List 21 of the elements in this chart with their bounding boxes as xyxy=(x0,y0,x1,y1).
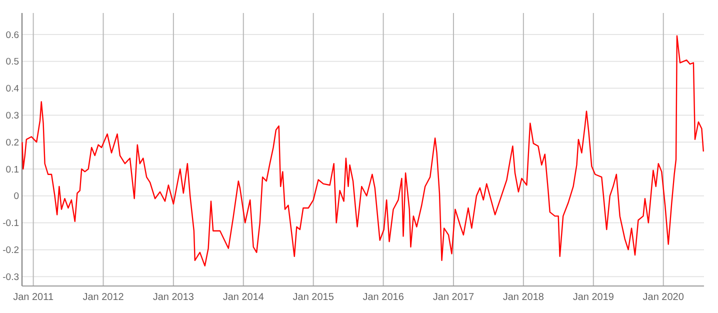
y-tick-label: 0.2 xyxy=(6,137,19,148)
y-tick-label: 0.4 xyxy=(6,84,19,95)
x-tick-label: Jan 2015 xyxy=(292,292,334,303)
y-tick-label: -0.3 xyxy=(2,272,19,283)
x-tick-label: Jan 2013 xyxy=(152,292,194,303)
y-tick-label: -0.2 xyxy=(2,245,19,256)
x-tick-label: Jan 2016 xyxy=(362,292,404,303)
x-tick-label: Jan 2018 xyxy=(502,292,544,303)
x-tick-label: Jan 2020 xyxy=(642,292,684,303)
y-tick-label: 0.6 xyxy=(6,30,19,41)
y-tick-label: -0.1 xyxy=(2,218,19,230)
y-tick-label: 0.3 xyxy=(6,110,19,122)
x-tick-label: Jan 2017 xyxy=(432,292,474,303)
y-tick-label: 0.1 xyxy=(6,164,19,176)
y-tick-label: 0 xyxy=(14,191,19,202)
line-series xyxy=(22,35,704,266)
x-tick-label: Jan 2014 xyxy=(222,292,264,303)
x-tick-label: Jan 2012 xyxy=(82,292,124,303)
x-tick-label: Jan 2019 xyxy=(572,292,614,303)
x-tick-label: Jan 2011 xyxy=(13,292,54,303)
y-tick-label: 0.5 xyxy=(6,56,19,68)
